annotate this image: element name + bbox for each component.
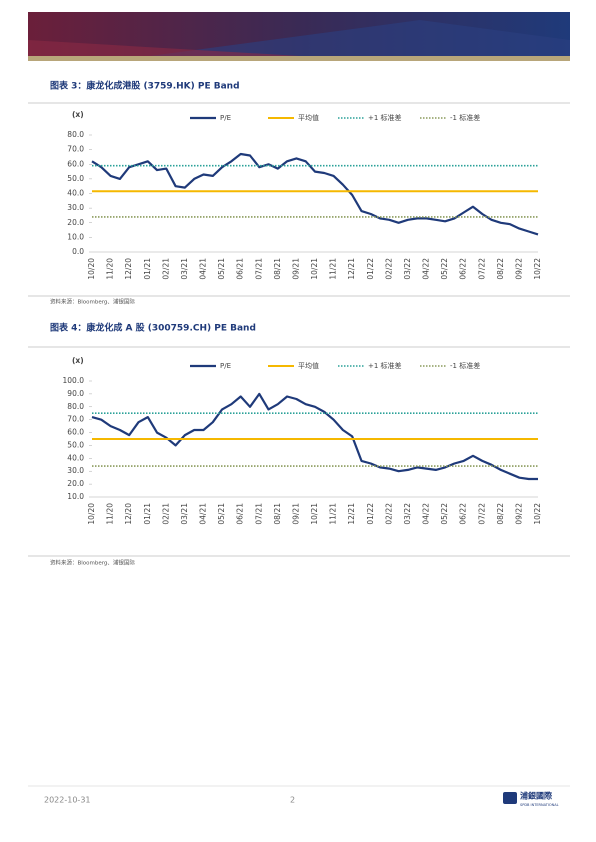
- x-tick-label: 08/21: [273, 258, 282, 280]
- x-tick-label: 02/22: [384, 258, 393, 280]
- x-tick-label: 11/21: [329, 503, 338, 525]
- x-tick-label: 02/22: [384, 503, 393, 525]
- x-tick-label: 01/22: [366, 503, 375, 525]
- x-tick-label: 12/21: [347, 503, 356, 525]
- x-tick-label: 04/22: [422, 503, 431, 525]
- y-tick-label: 70.0: [67, 145, 84, 154]
- x-tick-label: 05/21: [217, 258, 226, 280]
- x-tick-label: 10/20: [87, 503, 96, 525]
- logo-icon: [503, 792, 517, 804]
- x-tick-label: 10/22: [533, 503, 542, 525]
- y-tick-label: 20.0: [67, 218, 84, 227]
- x-tick-label: 12/20: [124, 503, 133, 525]
- legend-label: +1 标准差: [368, 361, 402, 370]
- y-tick-label: 20.0: [67, 479, 84, 488]
- x-tick-label: 02/21: [161, 503, 170, 525]
- y-tick-label: 60.0: [67, 428, 84, 437]
- y-tick-label: 50.0: [67, 440, 84, 449]
- x-tick-label: 10/20: [87, 258, 96, 280]
- y-tick-label: 10.0: [67, 232, 84, 241]
- x-tick-label: 04/21: [199, 258, 208, 280]
- page-number: 2: [290, 796, 295, 805]
- x-tick-label: 06/21: [236, 503, 245, 525]
- x-tick-label: 05/21: [217, 503, 226, 525]
- footer-date: 2022-10-31: [44, 796, 91, 805]
- x-tick-label: 04/22: [422, 258, 431, 280]
- y-tick-label: 60.0: [67, 159, 84, 168]
- y-tick-label: 30.0: [67, 466, 84, 475]
- logo-sub: SPDB INTERNATIONAL: [520, 803, 559, 807]
- y-tick-label: 80.0: [67, 130, 84, 139]
- y-tick-label: 50.0: [67, 174, 84, 183]
- x-tick-label: 04/21: [199, 503, 208, 525]
- legend-label: 平均值: [298, 113, 319, 122]
- logo-text: 浦銀國際: [520, 791, 553, 801]
- x-tick-label: 07/21: [254, 503, 263, 525]
- y-tick-label: 90.0: [67, 389, 84, 398]
- x-tick-label: 02/21: [161, 258, 170, 280]
- x-tick-label: 06/21: [236, 258, 245, 280]
- legend-label: -1 标准差: [450, 113, 480, 122]
- x-tick-label: 01/21: [143, 503, 152, 525]
- y-tick-label: 40.0: [67, 189, 84, 198]
- chart-title: 图表 3：康龙化成港股 (3759.HK) PE Band: [50, 80, 240, 92]
- x-tick-label: 11/20: [106, 503, 115, 525]
- pe-line: [91, 152, 539, 236]
- pe-line: [91, 392, 538, 481]
- source: 资料来源：Bloomberg、浦银国际: [50, 559, 135, 567]
- x-tick-label: 07/22: [477, 258, 486, 280]
- x-tick-label: 12/21: [347, 258, 356, 280]
- y-tick-label: 100.0: [63, 376, 85, 385]
- x-tick-label: 01/21: [143, 258, 152, 280]
- x-tick-label: 10/22: [533, 258, 542, 280]
- x-tick-label: 06/22: [459, 258, 468, 280]
- x-tick-label: 09/22: [514, 258, 523, 280]
- y-tick-label: 30.0: [67, 203, 84, 212]
- legend-label: -1 标准差: [450, 361, 480, 370]
- x-tick-label: 10/21: [310, 258, 319, 280]
- x-tick-label: 05/22: [440, 258, 449, 280]
- source: 资料来源：Bloomberg、浦银国际: [50, 298, 135, 306]
- x-tick-label: 09/22: [514, 503, 523, 525]
- y-tick-label: 40.0: [67, 453, 84, 462]
- legend-label: P/E: [220, 114, 231, 122]
- x-tick-label: 03/22: [403, 503, 412, 525]
- x-tick-label: 03/21: [180, 503, 189, 525]
- x-tick-label: 07/21: [254, 258, 263, 280]
- x-tick-label: 11/20: [106, 258, 115, 280]
- y-tick-label: 80.0: [67, 402, 84, 411]
- x-tick-label: 03/21: [180, 258, 189, 280]
- y-tick-label: 70.0: [67, 415, 84, 424]
- y-tick-label: 0.0: [72, 247, 84, 256]
- x-tick-label: 01/22: [366, 258, 375, 280]
- legend-label: P/E: [220, 362, 231, 370]
- chart-title: 图表 4：康龙化成 A 股 (300759.CH) PE Band: [50, 322, 256, 334]
- y-tick-label: 10.0: [67, 492, 84, 501]
- x-tick-label: 08/22: [496, 258, 505, 280]
- legend-label: +1 标准差: [368, 113, 402, 122]
- x-tick-label: 08/22: [496, 503, 505, 525]
- x-tick-label: 10/21: [310, 503, 319, 525]
- x-tick-label: 08/21: [273, 503, 282, 525]
- x-tick-label: 07/22: [477, 503, 486, 525]
- legend-label: 平均值: [298, 361, 319, 370]
- y-axis-label: (x): [72, 110, 84, 119]
- x-tick-label: 12/20: [124, 258, 133, 280]
- x-tick-label: 09/21: [291, 258, 300, 280]
- header-banner: [28, 12, 570, 61]
- x-tick-label: 11/21: [329, 258, 338, 280]
- x-tick-label: 06/22: [459, 503, 468, 525]
- y-axis-label: (x): [72, 356, 84, 365]
- x-tick-label: 03/22: [403, 258, 412, 280]
- x-tick-label: 05/22: [440, 503, 449, 525]
- x-tick-label: 09/21: [291, 503, 300, 525]
